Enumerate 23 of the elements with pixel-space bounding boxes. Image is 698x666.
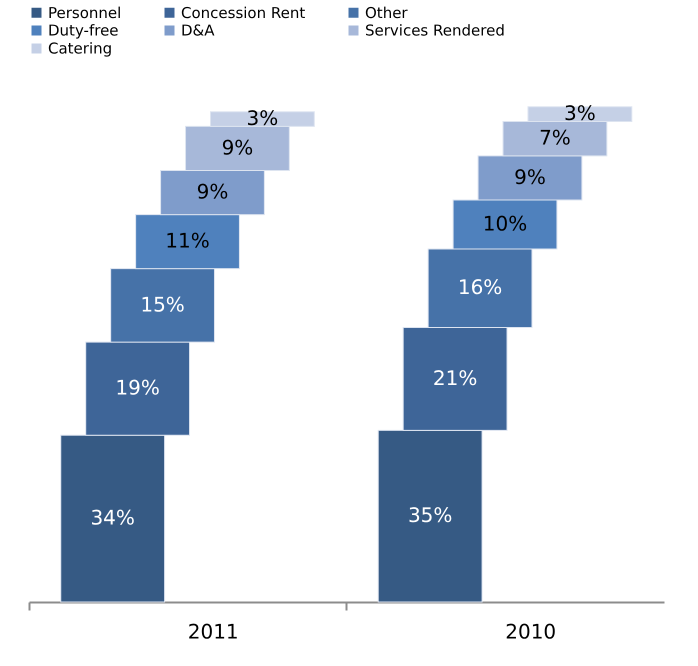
data-label: 7% — [539, 126, 571, 150]
data-label: 21% — [432, 366, 478, 390]
data-label: 35% — [408, 503, 452, 528]
data-label: 19% — [115, 376, 160, 400]
data-label: 11% — [165, 228, 210, 253]
legend-label: Duty-free — [48, 22, 119, 40]
data-label: 3% — [246, 106, 278, 130]
legend-label: Other — [365, 4, 408, 22]
data-label: 9% — [514, 164, 546, 189]
data-label: 3% — [564, 101, 596, 126]
legend-label: Services Rendered — [365, 22, 505, 40]
x-tick-label: 2011 — [188, 620, 239, 644]
legend-label: Personnel — [48, 4, 122, 22]
data-label: 9% — [222, 135, 254, 160]
legend-label: D&A — [181, 22, 216, 40]
data-label: 9% — [196, 180, 228, 204]
legend-label: Catering — [48, 40, 112, 58]
legend-label: Concession Rent — [181, 4, 306, 22]
x-tick-label: 2010 — [505, 620, 556, 644]
data-label: 16% — [458, 275, 502, 300]
data-label: 34% — [90, 506, 135, 530]
data-label: 15% — [140, 292, 185, 316]
data-label: 10% — [482, 211, 528, 236]
